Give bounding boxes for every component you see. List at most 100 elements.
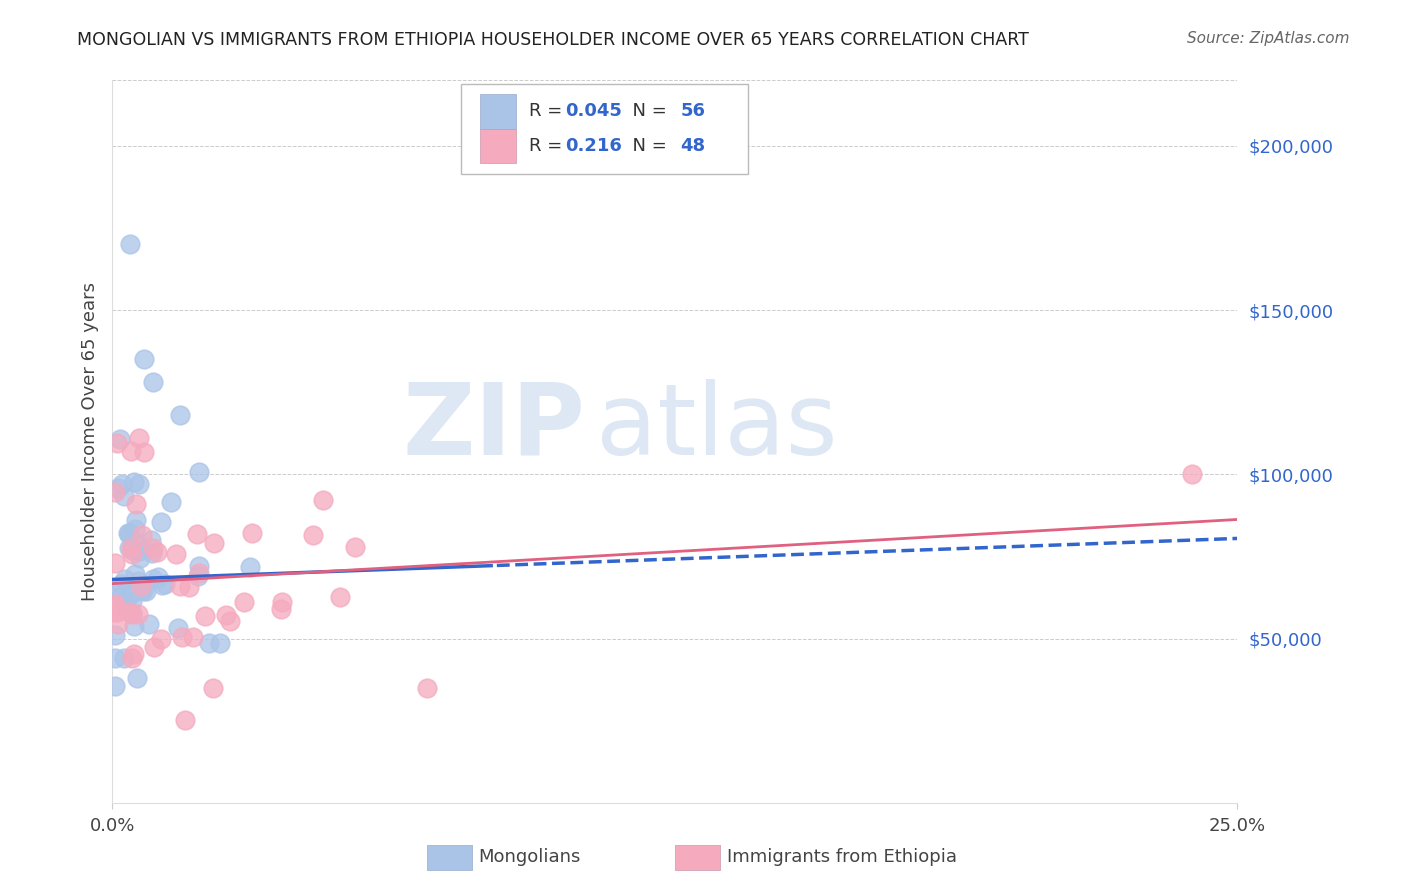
Point [118, 541, 141, 556]
Point [344, 540, 367, 554]
Point [169, 409, 191, 423]
Point [239, 560, 262, 574]
Point [169, 579, 191, 593]
Text: ZIP: ZIP [402, 378, 585, 475]
Point [145, 545, 167, 559]
Point [128, 543, 150, 558]
Point [232, 595, 254, 609]
Point [124, 647, 146, 661]
Point [187, 566, 209, 580]
Point [104, 679, 127, 693]
Point [150, 515, 173, 529]
Point [127, 574, 149, 588]
Point [125, 498, 148, 512]
Point [110, 589, 132, 603]
Point [202, 681, 225, 695]
Point [105, 436, 128, 450]
Point [110, 577, 132, 591]
Text: Immigrants from Ethiopia: Immigrants from Ethiopia [727, 848, 956, 866]
Point [142, 376, 165, 390]
Point [152, 578, 174, 592]
Point [115, 600, 138, 615]
Point [121, 594, 143, 608]
FancyBboxPatch shape [675, 846, 720, 870]
Point [129, 579, 152, 593]
Point [128, 431, 150, 445]
Point [114, 572, 136, 586]
Point [124, 523, 146, 537]
Point [311, 492, 333, 507]
Point [129, 551, 152, 566]
Point [141, 546, 163, 560]
Point [127, 536, 149, 550]
Point [121, 651, 143, 665]
Point [142, 640, 165, 654]
Point [188, 466, 211, 480]
Point [122, 475, 145, 490]
FancyBboxPatch shape [481, 128, 516, 163]
Point [132, 352, 155, 367]
Point [111, 477, 134, 491]
Text: N =: N = [621, 137, 672, 155]
Point [125, 671, 148, 685]
Point [125, 513, 148, 527]
Point [121, 606, 143, 620]
Point [240, 526, 263, 541]
Text: 0.216: 0.216 [565, 137, 621, 155]
Point [1181, 467, 1204, 482]
Text: Source: ZipAtlas.com: Source: ZipAtlas.com [1187, 31, 1350, 46]
Point [132, 445, 155, 459]
Text: Mongolians: Mongolians [478, 848, 581, 866]
Point [329, 590, 352, 604]
Point [149, 632, 172, 646]
Point [117, 526, 139, 541]
Point [142, 541, 165, 555]
Point [170, 630, 193, 644]
Point [104, 556, 127, 570]
Text: MONGOLIAN VS IMMIGRANTS FROM ETHIOPIA HOUSEHOLDER INCOME OVER 65 YEARS CORRELATI: MONGOLIAN VS IMMIGRANTS FROM ETHIOPIA HO… [77, 31, 1029, 49]
Point [153, 577, 176, 591]
Point [139, 533, 162, 548]
Point [131, 527, 153, 541]
Point [105, 605, 128, 619]
Point [118, 527, 141, 541]
Point [218, 615, 240, 629]
Point [104, 651, 127, 665]
Point [104, 599, 127, 613]
Point [187, 559, 209, 574]
Point [120, 541, 142, 555]
Point [194, 609, 217, 624]
Point [186, 527, 208, 541]
Point [118, 525, 141, 540]
Point [104, 484, 127, 499]
Text: N =: N = [621, 103, 672, 120]
Point [209, 635, 232, 649]
Text: 0.045: 0.045 [565, 103, 621, 120]
Point [167, 620, 190, 634]
Point [124, 566, 146, 581]
Point [121, 586, 143, 600]
Point [198, 636, 221, 650]
Point [179, 580, 201, 594]
Point [165, 547, 187, 561]
Point [187, 569, 209, 583]
Point [107, 616, 129, 631]
Point [160, 495, 183, 509]
Text: R =: R = [529, 103, 568, 120]
Point [270, 595, 292, 609]
Point [129, 582, 152, 597]
Point [138, 617, 160, 632]
Point [416, 681, 439, 695]
Point [181, 630, 204, 644]
Point [148, 570, 170, 584]
Y-axis label: Householder Income Over 65 years: Householder Income Over 65 years [80, 282, 98, 601]
Point [132, 583, 155, 598]
Point [120, 443, 142, 458]
Point [202, 535, 225, 549]
Text: 48: 48 [681, 137, 706, 155]
Point [122, 618, 145, 632]
Point [121, 542, 143, 557]
Point [107, 481, 129, 495]
Point [121, 547, 143, 561]
Text: R =: R = [529, 137, 568, 155]
